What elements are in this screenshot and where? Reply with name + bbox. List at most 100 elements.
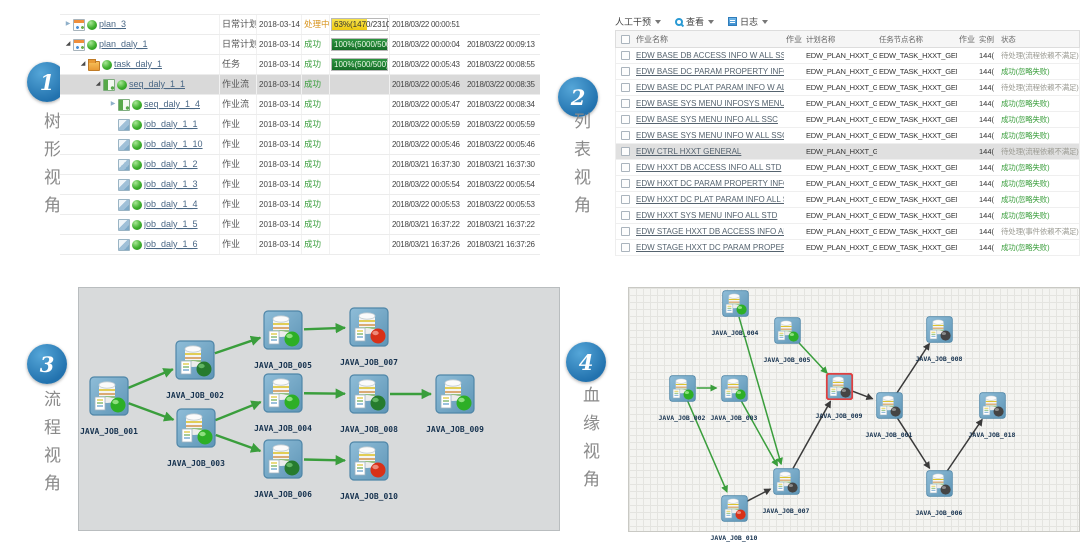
column-header-task-node-name[interactable]: 任务节点名称: [879, 35, 923, 44]
tree-row[interactable]: ▶ seq_daly_1_4 作业流 2018-03-14 成功 2018/03/22 0…: [60, 95, 540, 115]
job-name-link[interactable]: EDW BASE SYS MENU INFO W ALL SSC: [636, 131, 784, 140]
tree-node-link[interactable]: plan_3: [99, 19, 127, 29]
tree-row[interactable]: job_daly_1_2 作业 2018-03-14 成功 2018/03/21 16:…: [60, 155, 540, 175]
job-node[interactable]: JAVA_JOB_004: [254, 373, 312, 436]
collapse-arrow-icon[interactable]: ◢: [80, 61, 86, 67]
table-row[interactable]: EDW BASE DB ACCESS INFO W ALL SSC EDW_PLA…: [615, 48, 1080, 64]
tree-node-link[interactable]: job_daly_1_1: [144, 119, 198, 129]
column-header-job[interactable]: 作业: [786, 35, 802, 44]
expand-arrow-icon[interactable]: ▶: [110, 101, 116, 107]
job-name-link[interactable]: EDW HXXT DC PLAT PARAM INFO ALL STD: [636, 195, 784, 204]
job-node[interactable]: JAVA_JOB_018: [969, 391, 1015, 442]
column-header-instance[interactable]: 实例: [979, 35, 994, 44]
job-node[interactable]: JAVA_JOB_002: [659, 374, 705, 425]
table-row[interactable]: EDW HXXT DC PARAM PROPERTY INFO ALL STD E…: [615, 176, 1080, 192]
job-name-link[interactable]: EDW BASE DC PARAM PROPERTY INFO W ALL SS…: [636, 67, 784, 76]
table-row[interactable]: EDW BASE SYS MENU INFO ALL SSC EDW_PLAN_H…: [615, 112, 1080, 128]
job-name-link[interactable]: EDW STAGE HXXT DC PARAM PROPERTY INFO AL…: [636, 243, 784, 252]
flow-diagram-canvas[interactable]: JAVA_JOB_001 JAVA_JOB_002 JAVA_JOB_003 JAVA…: [78, 287, 560, 531]
job-node[interactable]: JAVA_JOB_010: [340, 441, 398, 504]
table-row[interactable]: EDW BASE DC PLAT PARAM INFO W ALL SSC EDW…: [615, 80, 1080, 96]
job-node[interactable]: JAVA_JOB_008: [916, 315, 962, 366]
job-name-link[interactable]: EDW BASE DB ACCESS INFO W ALL SSC: [636, 51, 784, 60]
job-name-link[interactable]: EDW BASE SYS MENU INFOSYS MENU INFO ALL …: [636, 99, 784, 108]
tree-row[interactable]: job_daly_1_5 作业 2018-03-14 成功 2018/03/21 16:…: [60, 215, 540, 235]
view-button[interactable]: 查看: [675, 15, 715, 28]
column-header-status[interactable]: 状态: [1001, 35, 1016, 44]
tree-node-link[interactable]: job_daly_1_5: [144, 219, 198, 229]
select-all-checkbox[interactable]: [616, 31, 634, 47]
row-checkbox[interactable]: [616, 64, 634, 79]
row-checkbox[interactable]: [616, 80, 634, 95]
job-node[interactable]: JAVA_JOB_009: [816, 372, 862, 423]
row-checkbox[interactable]: [616, 160, 634, 175]
tree-row[interactable]: job_daly_1_1 作业 2018-03-14 成功 2018/03/22 00:…: [60, 115, 540, 135]
row-checkbox[interactable]: [616, 112, 634, 127]
job-node[interactable]: JAVA_JOB_009: [426, 374, 484, 437]
table-row[interactable]: EDW BASE DC PARAM PROPERTY INFO W ALL SS…: [615, 64, 1080, 80]
table-row[interactable]: EDW BASE SYS MENU INFOSYS MENU INFO ALL …: [615, 96, 1080, 112]
tree-row[interactable]: job_daly_1_4 作业 2018-03-14 成功 2018/03/22 00:…: [60, 195, 540, 215]
tree-node-link[interactable]: job_daly_1_10: [144, 139, 203, 149]
row-checkbox[interactable]: [616, 176, 634, 191]
table-row[interactable]: EDW HXXT DB ACCESS INFO ALL STD EDW_PLAN_…: [615, 160, 1080, 176]
tree-row[interactable]: ◢ seq_daly_1_1 作业流 2018-03-14 成功 2018/03/22 0…: [60, 75, 540, 95]
job-name-link[interactable]: EDW HXXT DC PARAM PROPERTY INFO ALL STD: [636, 179, 784, 188]
row-checkbox[interactable]: [616, 144, 634, 159]
job-name-link[interactable]: EDW CTRL HXXT GENERAL: [636, 147, 742, 156]
tree-node-link[interactable]: plan_daly_1: [99, 39, 148, 49]
job-node[interactable]: JAVA_JOB_001: [80, 376, 138, 439]
row-checkbox[interactable]: [616, 128, 634, 143]
row-checkbox[interactable]: [616, 96, 634, 111]
row-checkbox[interactable]: [616, 48, 634, 63]
job-name-link[interactable]: EDW HXXT SYS MENU INFO ALL STD: [636, 211, 778, 220]
log-button[interactable]: 日志: [728, 15, 769, 28]
job-name-link[interactable]: EDW HXXT DB ACCESS INFO ALL STD: [636, 163, 782, 172]
tree-row[interactable]: job_daly_1_6 作业 2018-03-14 成功 2018/03/21 16:…: [60, 235, 540, 255]
row-checkbox[interactable]: [616, 192, 634, 207]
table-row[interactable]: EDW STAGE HXXT DC PARAM PROPERTY INFO AL…: [615, 240, 1080, 256]
job-node[interactable]: JAVA_JOB_010: [711, 494, 757, 542]
tree-node-link[interactable]: seq_daly_1_1: [129, 79, 186, 89]
tree-node-link[interactable]: job_daly_1_4: [144, 199, 198, 209]
tree-node-link[interactable]: task_daly_1: [114, 59, 163, 69]
tree-row[interactable]: job_daly_1_3 作业 2018-03-14 成功 2018/03/22 00:…: [60, 175, 540, 195]
job-node[interactable]: JAVA_JOB_001: [866, 391, 912, 442]
column-header-job-name[interactable]: 作业名称: [636, 35, 668, 44]
column-header-plan-name[interactable]: 计划名称: [806, 35, 836, 44]
job-node[interactable]: JAVA_JOB_006: [916, 469, 962, 520]
manual-intervention-button[interactable]: 人工干预: [615, 15, 662, 28]
tree-row[interactable]: ◢ task_daly_1 任务 2018-03-14 成功 100%(500/500) 2…: [60, 55, 540, 75]
job-node[interactable]: JAVA_JOB_007: [763, 467, 809, 518]
job-name-link[interactable]: EDW STAGE HXXT DB ACCESS INFO ALL LOAD: [636, 227, 784, 236]
lineage-diagram-canvas[interactable]: JAVA_JOB_004 JAVA_JOB_005 JAVA_JOB_002 JAVA…: [628, 287, 1080, 542]
tree-node-link[interactable]: job_daly_1_6: [144, 239, 198, 249]
row-checkbox[interactable]: [616, 240, 634, 255]
tree-row[interactable]: job_daly_1_10 作业 2018-03-14 成功 2018/03/22 00…: [60, 135, 540, 155]
job-node[interactable]: JAVA_JOB_003: [167, 408, 225, 471]
table-row[interactable]: EDW STAGE HXXT DB ACCESS INFO ALL LOAD ED…: [615, 224, 1080, 240]
expand-arrow-icon[interactable]: ▶: [65, 21, 71, 27]
row-checkbox[interactable]: [616, 208, 634, 223]
job-node[interactable]: JAVA_JOB_007: [340, 307, 398, 370]
job-node[interactable]: JAVA_JOB_002: [166, 340, 224, 403]
job-name-link[interactable]: EDW BASE SYS MENU INFO ALL SSC: [636, 115, 778, 124]
job-node[interactable]: JAVA_JOB_004: [712, 289, 758, 340]
collapse-arrow-icon[interactable]: ◢: [95, 81, 101, 87]
row-checkbox[interactable]: [616, 224, 634, 239]
job-node[interactable]: JAVA_JOB_003: [711, 374, 757, 425]
tree-node-link[interactable]: job_daly_1_3: [144, 179, 198, 189]
tree-node-link[interactable]: job_daly_1_2: [144, 159, 198, 169]
job-node[interactable]: JAVA_JOB_005: [254, 310, 312, 373]
table-row[interactable]: EDW CTRL HXXT GENERAL EDW_PLAN_HXXT_GENER…: [615, 144, 1080, 160]
tree-row[interactable]: ◢ plan_daly_1 日常计划 2018-03-14 成功 100%(5000/50…: [60, 35, 540, 55]
table-row[interactable]: EDW BASE SYS MENU INFO W ALL SSC EDW_PLAN…: [615, 128, 1080, 144]
column-header-job2[interactable]: 作业: [959, 35, 975, 44]
tree-row[interactable]: ▶ plan_3 日常计划 2018-03-14 处理中 63%(1470/2310) 20…: [60, 15, 540, 35]
table-row[interactable]: EDW HXXT DC PLAT PARAM INFO ALL STD EDW_P…: [615, 192, 1080, 208]
collapse-arrow-icon[interactable]: ◢: [65, 41, 71, 47]
job-node[interactable]: JAVA_JOB_006: [254, 439, 312, 502]
job-name-link[interactable]: EDW BASE DC PLAT PARAM INFO W ALL SSC: [636, 83, 784, 92]
job-node[interactable]: JAVA_JOB_005: [764, 316, 810, 367]
tree-node-link[interactable]: seq_daly_1_4: [144, 99, 201, 109]
